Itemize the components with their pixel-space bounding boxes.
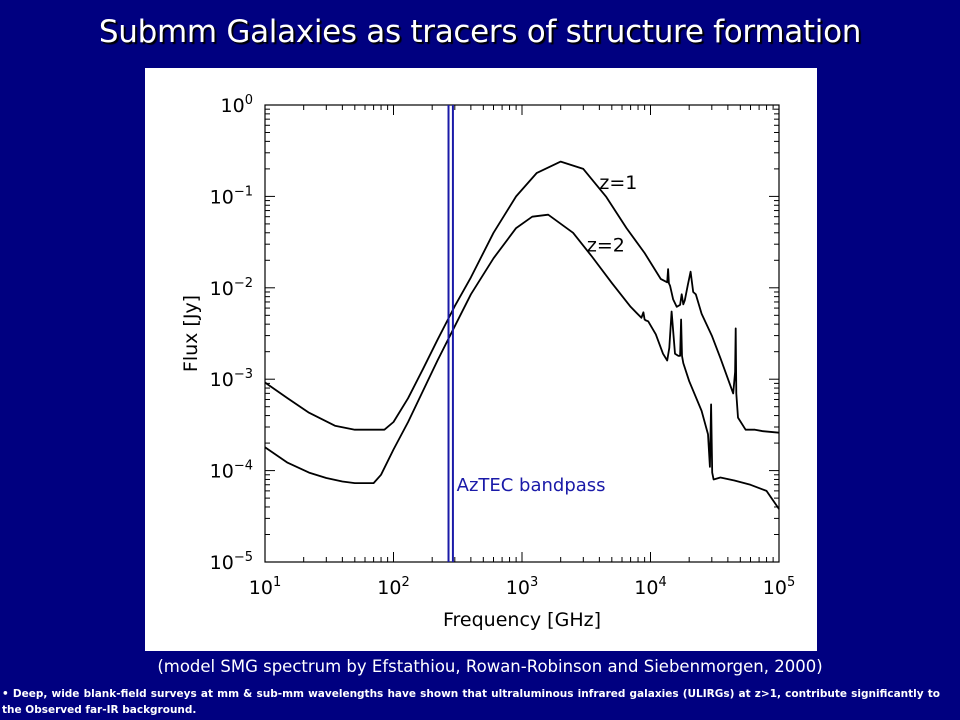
y-tick-label: 10−3 (210, 367, 253, 391)
series-annotation: z=1 (599, 172, 637, 194)
bullet-marker: • (2, 688, 9, 700)
series-line-z=1 (264, 160, 780, 434)
bandpass-label: AzTEC bandpass (457, 475, 606, 496)
x-tick-label: 105 (763, 575, 795, 599)
x-tick-label: 104 (634, 575, 666, 599)
labels-layer: 101 102 103 104 105 10−5 10−4 10−3 10−2 10−1 100 Fr… (180, 93, 795, 631)
ticks-layer (264, 105, 779, 563)
bullet-text: Deep, wide blank-field surveys at mm & s… (2, 688, 940, 716)
y-tick-label: 10−5 (210, 550, 253, 574)
x-tick-label: 101 (249, 575, 281, 599)
y-tick-label: 10−2 (210, 276, 253, 300)
bullet-point: • Deep, wide blank-field surveys at mm &… (2, 686, 940, 718)
x-tick-label: 102 (377, 575, 409, 599)
spectrum-figure: 101 102 103 104 105 10−5 10−4 10−3 10−2 10−1 100 Fr… (145, 68, 817, 651)
x-axis-label: Frequency [GHz] (443, 609, 601, 631)
y-tick-label: 100 (221, 93, 253, 117)
slide-title: Submm Galaxies as tracers of structure f… (98, 14, 862, 50)
series-line-z=2 (264, 213, 780, 510)
figure-caption: (model SMG spectrum by Efstathiou, Rowan… (157, 657, 823, 676)
y-tick-label: 10−1 (210, 184, 253, 208)
curves-layer (264, 160, 780, 510)
spectrum-chart: 101 102 103 104 105 10−5 10−4 10−3 10−2 10−1 100 Fr… (180, 93, 795, 631)
series-annotation: z=2 (587, 234, 625, 256)
x-tick-label: 103 (506, 575, 538, 599)
bandpass-layer (447, 105, 454, 562)
y-tick-label: 10−4 (210, 459, 253, 483)
y-axis-label: Flux [Jy] (180, 295, 202, 372)
